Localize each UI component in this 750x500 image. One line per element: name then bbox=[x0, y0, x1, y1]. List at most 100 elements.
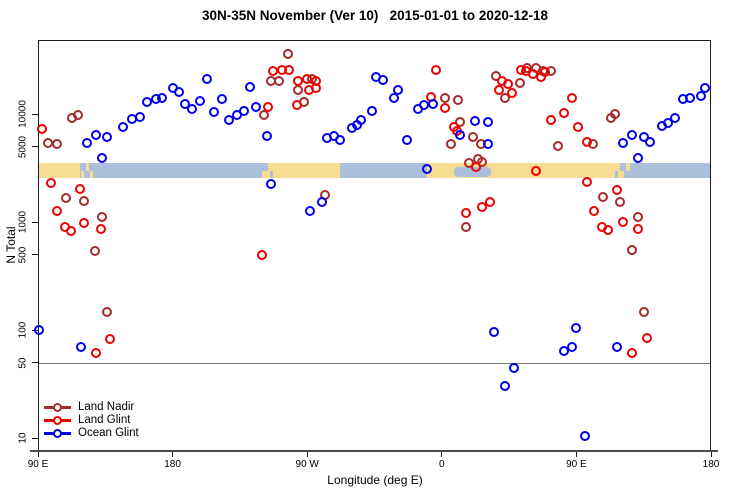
point-ocean-glint bbox=[305, 206, 316, 217]
x-tick-label: 90 E bbox=[566, 459, 587, 470]
legend-label: Ocean Glint bbox=[78, 427, 139, 439]
point-ocean-glint bbox=[179, 98, 190, 109]
x-tick-label: 90 W bbox=[295, 459, 319, 470]
chart-title: 30N-35N November (Ver 10) 2015-01-01 to … bbox=[202, 8, 548, 23]
point-ocean-glint bbox=[118, 121, 129, 132]
point-land-glint bbox=[611, 184, 622, 195]
point-land-nadir bbox=[626, 244, 637, 255]
y-tick-label: 50 bbox=[17, 356, 29, 369]
y-tick-label: 500 bbox=[17, 246, 29, 263]
x-tick bbox=[37, 451, 39, 457]
y-axis-title: N Total bbox=[4, 226, 18, 264]
point-ocean-glint bbox=[187, 104, 198, 115]
point-ocean-glint bbox=[489, 327, 500, 337]
point-ocean-glint bbox=[700, 83, 711, 94]
point-land-glint bbox=[460, 208, 471, 219]
point-ocean-glint bbox=[194, 95, 205, 106]
point-land-glint bbox=[311, 83, 322, 94]
ocean-glint-symbol-icon bbox=[44, 427, 72, 440]
point-ocean-glint bbox=[76, 341, 87, 352]
x-axis-line bbox=[30, 449, 718, 453]
y-tick bbox=[32, 362, 38, 364]
point-land-glint bbox=[74, 184, 85, 195]
point-ocean-glint bbox=[469, 116, 480, 127]
point-land-nadir bbox=[468, 132, 479, 143]
point-land-glint bbox=[46, 177, 57, 188]
point-ocean-glint bbox=[670, 113, 681, 123]
x-tick-label: 180 bbox=[164, 459, 181, 470]
point-ocean-glint bbox=[580, 431, 591, 442]
point-land-glint bbox=[37, 124, 48, 135]
point-ocean-glint bbox=[483, 117, 494, 127]
point-ocean-glint bbox=[82, 137, 93, 148]
point-land-glint bbox=[632, 224, 643, 235]
point-ocean-glint bbox=[617, 137, 628, 148]
point-ocean-glint bbox=[209, 107, 220, 118]
point-land-glint bbox=[439, 102, 450, 113]
y-tick bbox=[32, 113, 38, 115]
point-ocean-glint bbox=[378, 74, 389, 85]
point-land-nadir bbox=[610, 109, 621, 119]
point-ocean-glint bbox=[101, 132, 112, 143]
map-band-speckle bbox=[615, 170, 619, 178]
point-ocean-glint bbox=[571, 323, 582, 334]
map-band-speckle bbox=[625, 163, 631, 171]
point-land-nadir bbox=[97, 212, 108, 223]
point-land-glint bbox=[79, 217, 90, 228]
point-land-glint bbox=[581, 137, 592, 148]
point-land-nadir bbox=[445, 138, 456, 149]
point-ocean-glint bbox=[157, 92, 168, 103]
point-land-glint bbox=[263, 102, 274, 113]
point-ocean-glint bbox=[216, 93, 227, 104]
point-ocean-glint bbox=[638, 132, 649, 143]
point-ocean-glint bbox=[695, 90, 706, 101]
point-ocean-glint bbox=[454, 130, 465, 140]
point-land-glint bbox=[539, 66, 550, 77]
point-land-nadir bbox=[553, 141, 564, 152]
y-tick-label: 10 bbox=[17, 432, 29, 444]
point-land-nadir bbox=[101, 306, 112, 317]
point-land-nadir bbox=[598, 192, 609, 203]
x-tick bbox=[172, 451, 174, 457]
point-land-nadir bbox=[638, 306, 649, 317]
map-band-speckle bbox=[81, 170, 85, 178]
point-land-glint bbox=[493, 84, 504, 95]
x-tick-label: 0 bbox=[439, 459, 445, 470]
point-ocean-glint bbox=[317, 197, 328, 208]
point-land-nadir bbox=[453, 94, 464, 105]
point-ocean-glint bbox=[134, 112, 145, 122]
map-band-speckle bbox=[85, 163, 89, 171]
point-ocean-glint bbox=[239, 105, 250, 116]
map-band-segment-land bbox=[262, 163, 341, 178]
point-land-glint bbox=[471, 162, 482, 172]
land-glint-symbol-icon bbox=[44, 414, 72, 427]
point-ocean-glint bbox=[421, 163, 432, 174]
point-land-nadir bbox=[490, 70, 501, 81]
point-land-glint bbox=[95, 224, 106, 235]
point-land-glint bbox=[284, 64, 295, 75]
point-land-glint bbox=[589, 206, 600, 217]
point-land-nadir bbox=[258, 109, 269, 120]
map-band-segment-land bbox=[38, 163, 80, 178]
point-land-glint bbox=[52, 206, 63, 217]
point-land-glint bbox=[581, 177, 592, 188]
point-land-glint bbox=[566, 92, 577, 103]
point-land-nadir bbox=[52, 138, 63, 149]
map-band-ocean-patch bbox=[453, 166, 492, 177]
point-ocean-glint bbox=[566, 341, 577, 352]
point-land-glint bbox=[617, 217, 628, 227]
point-ocean-glint bbox=[632, 152, 643, 163]
point-ocean-glint bbox=[483, 138, 494, 149]
legend-label: Land Glint bbox=[78, 414, 131, 426]
x-tick bbox=[306, 451, 308, 457]
map-band-segment-ocean bbox=[79, 163, 263, 178]
reference-line-50 bbox=[38, 362, 711, 364]
y-tick bbox=[32, 254, 38, 256]
x-axis-title: Longitude (deg E) bbox=[327, 473, 423, 487]
y-tick-label: 100 bbox=[17, 321, 29, 339]
point-land-nadir bbox=[73, 109, 84, 120]
point-ocean-glint bbox=[427, 98, 438, 109]
x-tick bbox=[441, 451, 443, 457]
point-ocean-glint bbox=[626, 130, 637, 140]
point-ocean-glint bbox=[251, 102, 262, 113]
